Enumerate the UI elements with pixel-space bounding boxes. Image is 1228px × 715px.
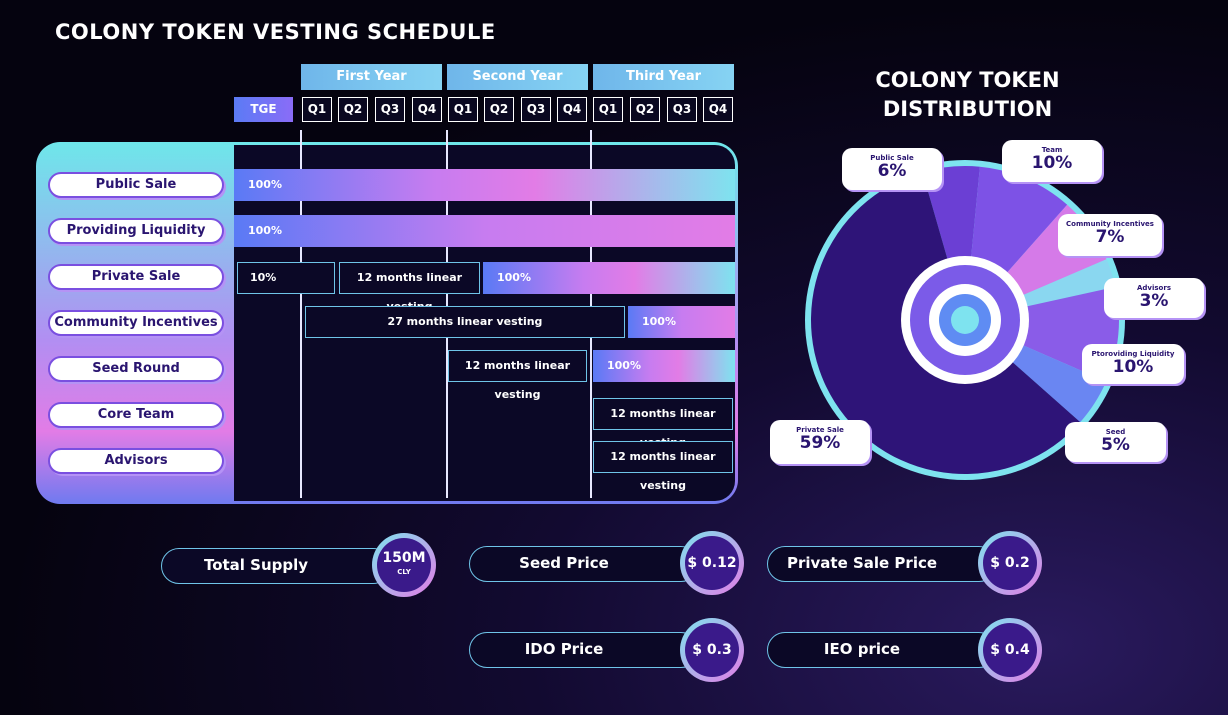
seed-price-badge: $ 0.12 [680,531,744,595]
callout-advisors-label: Advisors [1137,284,1171,292]
seed-price-pill: Seed Price [469,546,699,582]
quarter-header-3-q1: Q1 [593,97,623,122]
distribution-title: COLONY TOKEN DISTRIBUTION [835,66,1100,124]
bar-community-vesting: 27 months linear vesting [305,306,625,338]
quarter-header-1-q2: Q2 [338,97,368,122]
callout-public-sale-label: Public Sale [870,154,914,162]
ido-price-value: $ 0.3 [685,623,739,677]
callout-seed-label: Seed [1105,428,1126,436]
bar-seed-vesting: 12 months linear vesting [448,350,587,401]
ido-price-pill: IDO Price [469,632,699,668]
row-label-private-sale: Private Sale [48,264,224,290]
total-supply-badge: 150M CLY [372,533,436,597]
distribution-pie-chart [805,160,1125,480]
private-sale-price-badge: $ 0.2 [978,531,1042,595]
quarter-header-2-q3: Q3 [521,97,551,122]
callout-team-label: Team [1041,146,1063,154]
pie-center-logo-dot [951,306,979,334]
quarter-header-3-q4: Q4 [703,97,733,122]
bar-seed-full: 100% [593,350,735,382]
distribution-title-line2: DISTRIBUTION [882,97,1053,121]
pie-slice-ptoroviding-liquidity [965,286,1119,382]
ieo-price-badge: $ 0.4 [978,618,1042,682]
bar-advisors-vesting: 12 months linear vesting [593,441,733,492]
bar-private-sale-vesting: 12 months linear vesting [339,262,480,313]
quarter-header-1-q4: Q4 [412,97,442,122]
bar-private-sale-full: 100% [483,262,735,294]
ieo-price-pill: IEO price [767,632,997,668]
ido-price-badge: $ 0.3 [680,618,744,682]
callout-community-label: Community Incentives [1066,220,1154,228]
callout-liquidity-label: Ptoroviding Liquidity [1091,350,1175,358]
grid-line-year1 [300,130,302,498]
bar-core-team-vesting: 12 months linear vesting [593,398,733,449]
callout-team: Team 10% [1002,140,1102,182]
bar-community-full: 100% [628,306,735,338]
row-label-public-sale: Public Sale [48,172,224,198]
callout-advisors-value: 3% [1139,291,1169,311]
callout-providing-liquidity: Ptoroviding Liquidity 10% [1082,344,1184,384]
row-label-providing-liquidity: Providing Liquidity [48,218,224,244]
seed-price-value: $ 0.12 [685,536,739,590]
callout-public-sale: Public Sale 6% [842,148,942,190]
private-sale-price-value: $ 0.2 [983,536,1037,590]
row-label-core-team: Core Team [48,402,224,428]
year-header-first: First Year [301,64,442,90]
year-header-second: Second Year [447,64,588,90]
bar-private-sale-tge: 10% [237,262,335,294]
callout-seed-value: 5% [1101,435,1130,455]
quarter-header-3-q2: Q2 [630,97,660,122]
total-supply-unit: CLY [397,568,411,576]
callout-advisors: Advisors 3% [1104,278,1204,318]
page-title: COLONY TOKEN VESTING SCHEDULE [55,20,496,44]
callout-team-value: 10% [1031,153,1073,173]
callout-private-sale: Private Sale 59% [770,420,870,464]
private-sale-price-pill: Private Sale Price [767,546,997,582]
callout-seed: Seed 5% [1065,422,1166,462]
callout-community-value: 7% [1095,227,1125,247]
total-supply-value: 150M [382,550,426,566]
quarter-header-1-q3: Q3 [375,97,405,122]
callout-public-sale-value: 6% [877,161,907,181]
total-supply-badge-inner: 150M CLY [377,538,431,592]
tge-header: TGE [234,97,293,122]
distribution-title-line1: COLONY TOKEN [875,68,1060,92]
callout-private-sale-label: Private Sale [796,426,844,434]
callout-private-sale-value: 59% [799,433,841,453]
row-label-seed-round: Seed Round [48,356,224,382]
year-header-third: Third Year [593,64,734,90]
row-label-advisors: Advisors [48,448,224,474]
bar-public-sale: 100% [234,169,735,201]
bar-providing-liquidity: 100% [234,215,735,247]
total-supply-pill: Total Supply [161,548,391,584]
quarter-header-2-q2: Q2 [484,97,514,122]
quarter-header-3-q3: Q3 [667,97,697,122]
quarter-header-2-q1: Q1 [448,97,478,122]
callout-community-incentives: Community Incentives 7% [1058,214,1162,256]
quarter-header-2-q4: Q4 [557,97,587,122]
row-label-community-incentives: Community Incentives [48,310,224,336]
quarter-header-1-q1: Q1 [302,97,332,122]
ieo-price-value: $ 0.4 [983,623,1037,677]
callout-liquidity-value: 10% [1112,357,1154,377]
